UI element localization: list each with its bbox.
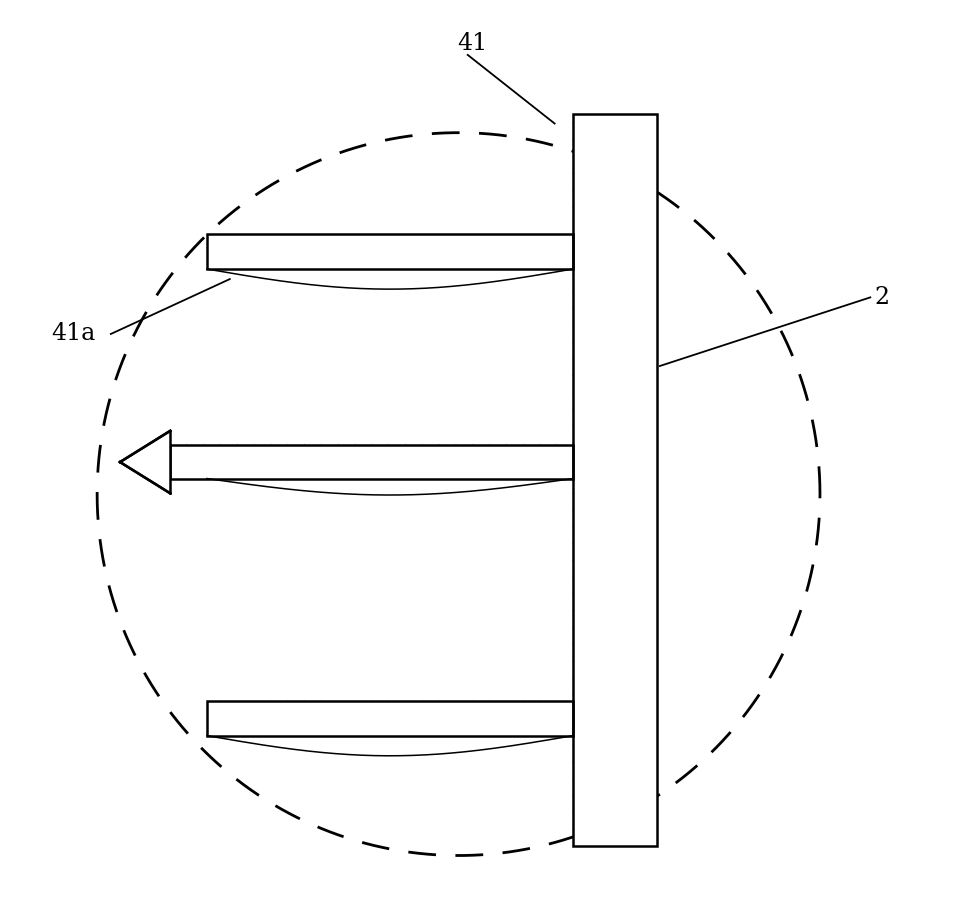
Bar — [207, 701, 573, 736]
Bar — [573, 114, 657, 846]
Bar — [207, 234, 573, 269]
Bar — [170, 445, 573, 479]
Bar — [207, 234, 573, 269]
Bar — [573, 114, 657, 846]
Bar — [207, 701, 573, 736]
Text: 41: 41 — [457, 32, 487, 55]
Bar — [170, 445, 573, 479]
Text: 2: 2 — [875, 285, 890, 309]
Polygon shape — [120, 431, 170, 493]
Text: 41a: 41a — [52, 322, 95, 346]
